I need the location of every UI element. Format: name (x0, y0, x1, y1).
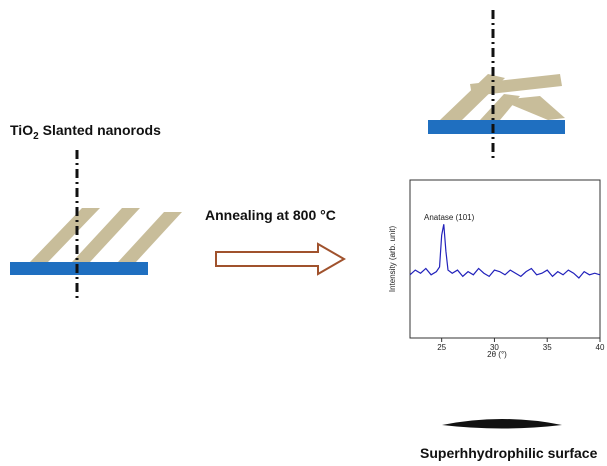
left-title: TiO2 Slanted nanorods (10, 122, 161, 142)
title-rest: Slanted nanorods (43, 122, 161, 138)
title-sub: 2 (33, 131, 39, 142)
process-label: Annealing at 800 °C (205, 207, 336, 223)
slanted-nanorods (30, 208, 182, 262)
x-tick-label: 25 (437, 343, 446, 352)
substrate (10, 262, 148, 275)
droplet (442, 419, 562, 429)
title-main: TiO (10, 122, 33, 138)
x-tick-label: 40 (596, 343, 605, 352)
plot-frame (409, 179, 601, 339)
arrow (215, 242, 347, 276)
xrd-line (409, 224, 601, 279)
y-axis-label: Intensity (arb. unit) (388, 226, 397, 293)
peak-annotation: Anatase (101) (424, 213, 475, 222)
x-tick-label: 30 (490, 343, 499, 352)
substrate (428, 120, 565, 134)
result-label: Superhhydrophilic surface (420, 445, 598, 461)
plot: 25 30 35 40 (409, 224, 605, 352)
x-tick-label: 35 (543, 343, 552, 352)
collapsed-nanorods (440, 74, 565, 120)
x-axis-label: 2θ (°) (487, 350, 507, 359)
